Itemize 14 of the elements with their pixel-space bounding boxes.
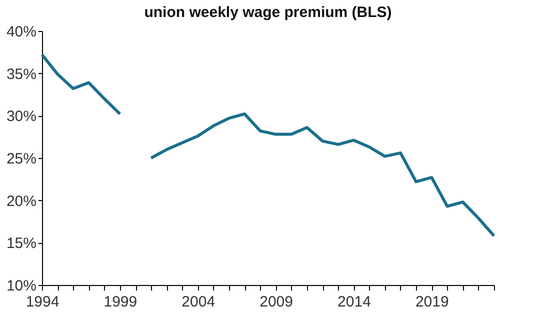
y-tick-label: 15% [6, 235, 36, 252]
y-tick-label: 20% [6, 192, 36, 210]
chart-title: union weekly wage premium (BLS) [144, 4, 392, 21]
x-tick-label: 1994 [26, 294, 60, 310]
x-tick-label: 2009 [260, 294, 293, 310]
y-tick-label: 30% [6, 108, 36, 126]
x-tick-label: 2019 [415, 294, 449, 310]
x-tick-label: 2014 [338, 294, 371, 310]
y-tick-label: 25% [6, 150, 36, 168]
y-tick-label: 35% [6, 66, 36, 83]
y-tick-label: 40% [6, 24, 36, 40]
x-tick-label: 2004 [182, 294, 216, 310]
x-tick-label: 1999 [104, 294, 138, 310]
y-tick-label: 10% [6, 278, 36, 294]
